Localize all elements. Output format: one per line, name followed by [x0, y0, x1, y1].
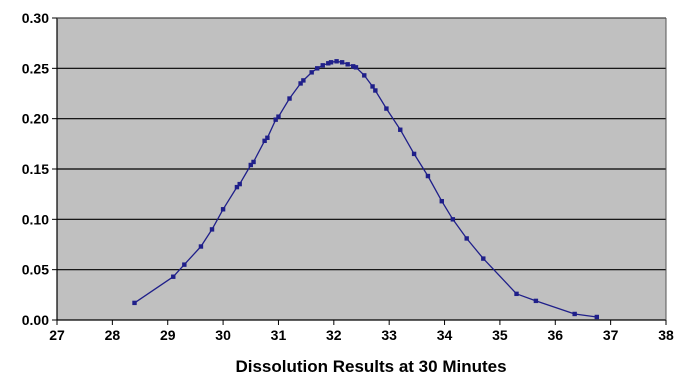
x-tick-label: 32	[326, 327, 342, 343]
data-point	[345, 62, 350, 67]
data-point	[398, 127, 403, 132]
data-point	[276, 114, 281, 119]
data-point	[384, 106, 389, 111]
x-tick-label: 31	[271, 327, 287, 343]
x-tick-label: 33	[381, 327, 397, 343]
data-point	[182, 262, 187, 267]
data-point	[411, 151, 417, 157]
data-point	[309, 70, 314, 75]
data-point	[464, 236, 469, 241]
data-point	[328, 60, 334, 65]
data-point	[220, 207, 226, 212]
data-point	[234, 184, 240, 190]
x-tick-label: 36	[547, 327, 563, 343]
data-point	[425, 173, 431, 179]
data-point	[198, 244, 204, 249]
y-tick-label: 0.25	[22, 60, 49, 76]
data-point	[481, 256, 486, 261]
data-point	[533, 298, 539, 304]
x-tick-label: 30	[215, 327, 231, 343]
data-point	[370, 84, 375, 89]
data-point	[326, 61, 331, 66]
data-point	[237, 181, 242, 187]
data-point	[350, 64, 356, 69]
x-tick-label: 35	[492, 327, 508, 343]
data-point	[353, 65, 359, 70]
data-point	[132, 300, 137, 306]
y-tick-label: 0.05	[22, 262, 49, 278]
data-point	[262, 138, 267, 144]
data-point	[572, 311, 577, 317]
x-tick-label: 28	[105, 327, 121, 343]
x-tick-label: 38	[658, 327, 674, 343]
y-tick-label: 0.15	[22, 161, 49, 177]
x-tick-label: 27	[49, 327, 65, 343]
data-point	[439, 199, 444, 204]
data-point	[287, 96, 292, 101]
data-point	[362, 73, 367, 78]
y-tick-label: 0.20	[22, 111, 49, 127]
x-tick-label: 34	[437, 327, 453, 343]
data-point	[320, 63, 325, 68]
y-tick-label: 0.10	[22, 211, 49, 227]
x-tick-label: 29	[160, 327, 176, 343]
data-point	[315, 66, 320, 71]
y-tick-label: 0.00	[22, 312, 49, 328]
data-point	[301, 78, 306, 83]
data-point	[450, 217, 456, 222]
data-point	[171, 274, 176, 279]
data-point	[334, 59, 339, 64]
data-point	[373, 88, 378, 93]
data-point	[339, 60, 345, 65]
data-point	[514, 291, 519, 297]
data-point	[251, 159, 256, 165]
data-point	[248, 162, 253, 168]
data-point	[265, 135, 270, 140]
data-point	[209, 227, 215, 232]
x-tick-label: 37	[603, 327, 619, 343]
data-point	[298, 81, 303, 86]
data-point	[594, 314, 599, 320]
data-point	[273, 117, 278, 122]
x-axis-label: Dissolution Results at 30 Minutes	[235, 357, 506, 376]
y-tick-label: 0.30	[22, 10, 49, 26]
